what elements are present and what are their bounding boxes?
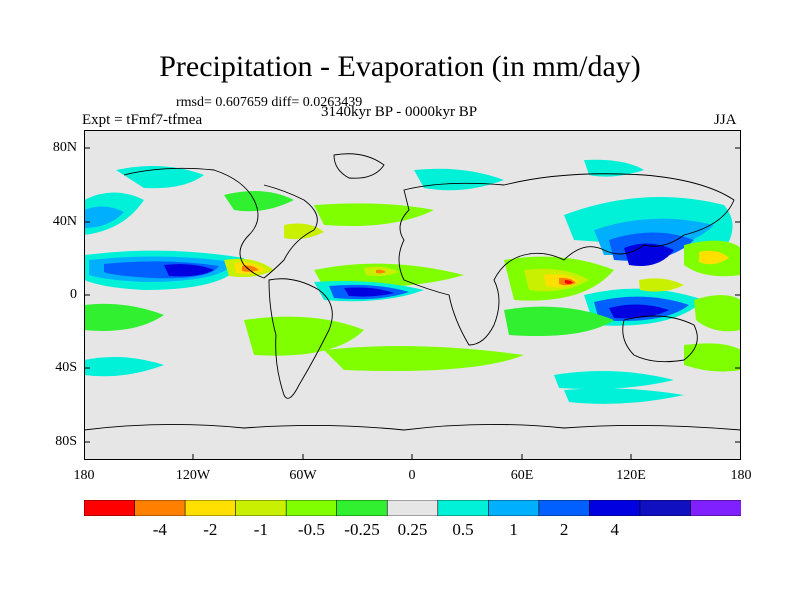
colorbar-label: -2 <box>203 520 218 539</box>
lon-label-0: 0 <box>408 468 416 483</box>
field-patch <box>584 159 644 177</box>
field-patch <box>639 278 684 292</box>
lon-label-120w: 120W <box>175 468 211 483</box>
lat-label-0: 0 <box>70 287 77 302</box>
colorbar-label: 1 <box>509 520 518 539</box>
field-patch <box>554 371 674 389</box>
world-map <box>84 130 741 460</box>
lat-label-80n: 80N <box>52 140 77 155</box>
colorbar-label: 4 <box>610 520 619 539</box>
field-patch <box>565 280 573 284</box>
field-patch <box>84 303 164 331</box>
field-patch <box>284 223 324 240</box>
field-patch <box>84 206 124 228</box>
lon-label-180e: 180 <box>730 468 752 483</box>
field-patch <box>84 356 164 377</box>
field-patch <box>684 343 741 372</box>
colorbar-swatch <box>639 500 692 516</box>
colorbar-label: -1 <box>253 520 268 539</box>
field-patch <box>224 191 294 212</box>
colorbar-label: 0.25 <box>397 520 428 539</box>
lon-label-60w: 60W <box>289 468 317 483</box>
field-patch <box>564 388 684 404</box>
coast-greenland <box>333 153 385 179</box>
colorbar-label: -0.25 <box>344 520 380 539</box>
coast-north-america <box>123 167 318 279</box>
field-patch <box>694 295 741 332</box>
field-patch <box>504 306 614 336</box>
lat-label-40s: 40S <box>55 360 77 375</box>
stats-label: rmsd= 0.607659 diff= 0.0263439 <box>176 95 363 110</box>
field-patch <box>624 243 674 266</box>
coast-australia <box>622 315 698 363</box>
colorbar-swatch <box>386 500 439 516</box>
colorbar-swatch <box>134 500 186 516</box>
field-patch <box>699 250 729 265</box>
coast-africa-eurasia <box>398 173 735 346</box>
lon-label-180w: 180 <box>73 468 95 483</box>
lon-label-120e: 120E <box>616 468 646 483</box>
lat-label-80s: 80S <box>55 434 77 449</box>
colorbar-label: -0.5 <box>297 520 325 539</box>
map-title: Precipitation - Evaporation (in mm/day) <box>159 50 641 83</box>
coast-south-america <box>268 278 333 399</box>
map-ticks <box>84 147 741 460</box>
experiment-label: Expt = tFmf7-tfmea <box>82 112 203 128</box>
lat-label-40n: 40N <box>52 214 77 229</box>
colorbar-swatch <box>336 500 388 516</box>
colorbar-swatch <box>235 500 287 516</box>
colorbar-label: -4 <box>152 520 167 539</box>
colorbar-swatch <box>285 500 338 516</box>
field-patch <box>376 269 386 274</box>
period-label: 3140kyr BP - 0000kyr BP <box>321 104 478 120</box>
field-patch <box>324 346 524 371</box>
colorbar <box>84 500 741 516</box>
season-label: JJA <box>714 112 737 128</box>
field-patch <box>164 264 214 277</box>
field-patch <box>609 304 669 319</box>
coast-antarctica <box>84 423 741 431</box>
colorbar-swatch <box>437 500 489 516</box>
field-patch <box>344 287 394 297</box>
colorbar-swatch <box>488 500 540 516</box>
colorbar-swatch <box>84 500 136 516</box>
coastlines <box>84 153 741 431</box>
colorbar-label: 2 <box>559 520 569 539</box>
field-patch <box>314 203 434 226</box>
colorbar-swatch <box>690 500 741 516</box>
colorbar-swatch <box>184 500 237 516</box>
colorbar-label: 0.5 <box>452 520 474 539</box>
lon-label-60e: 60E <box>510 468 534 483</box>
colorbar-swatch <box>589 500 641 516</box>
colorbar-swatch <box>538 500 590 516</box>
